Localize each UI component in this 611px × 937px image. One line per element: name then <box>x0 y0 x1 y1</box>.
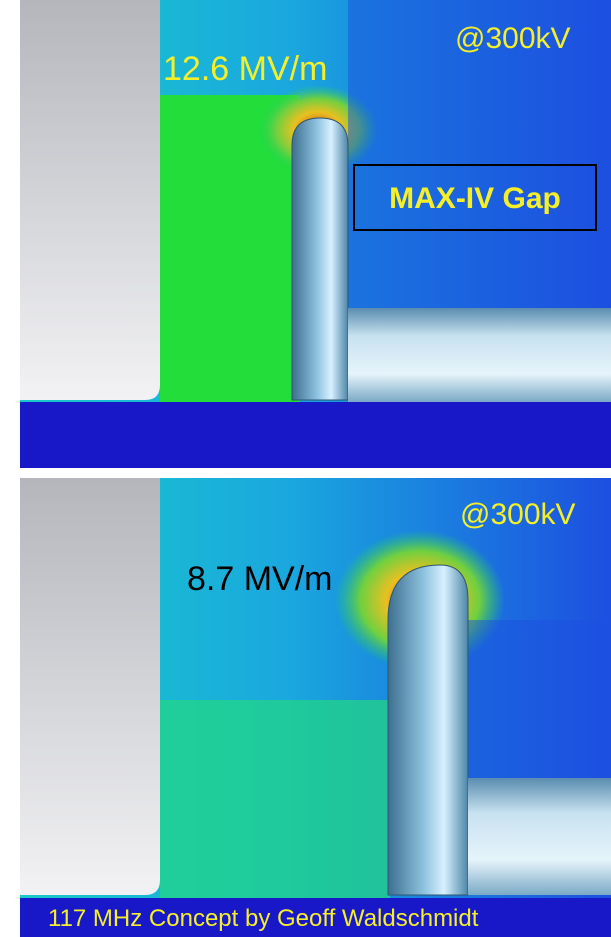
beam-pipe <box>468 778 611 895</box>
voltage-label: @300kV <box>455 22 571 55</box>
drift-tube <box>388 565 468 895</box>
box-label: MAX-IV Gap <box>389 182 561 215</box>
drift-tube <box>292 118 348 400</box>
top-panel: 12.6 MV/m @300kV MAX-IV Gap <box>20 0 611 468</box>
base-plate <box>20 402 611 468</box>
field-label: 12.6 MV/m <box>163 50 327 88</box>
beam-pipe <box>348 308 611 402</box>
figure: 12.6 MV/m @300kV MAX-IV Gap @300kV 8.7 M… <box>0 0 611 937</box>
caption: 117 MHz Concept by Geoff Waldschmidt <box>48 905 479 932</box>
bottom-panel: @300kV 8.7 MV/m 117 MHz Concept by Geoff… <box>20 478 611 937</box>
mid-field-region <box>160 700 390 900</box>
field-shade <box>468 620 611 778</box>
electrode-block <box>20 0 160 400</box>
field-label: 8.7 MV/m <box>187 560 332 598</box>
voltage-label: @300kV <box>460 498 576 531</box>
electrode-block <box>20 478 160 895</box>
